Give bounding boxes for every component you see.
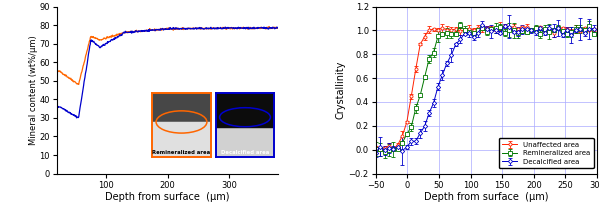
X-axis label: Depth from surface  (μm): Depth from surface (μm)	[106, 192, 230, 202]
Y-axis label: Crystallinity: Crystallinity	[336, 61, 346, 119]
Y-axis label: Mineral content (wt%/μm): Mineral content (wt%/μm)	[29, 35, 38, 145]
Text: Decalcified area: Decalcified area	[221, 150, 269, 155]
Text: Remineralized area: Remineralized area	[152, 150, 211, 155]
X-axis label: Depth from surface  (μm): Depth from surface (μm)	[424, 192, 548, 202]
Legend: Unaffected area, Remineralized area, Decalcified area: Unaffected area, Remineralized area, Dec…	[499, 138, 593, 168]
